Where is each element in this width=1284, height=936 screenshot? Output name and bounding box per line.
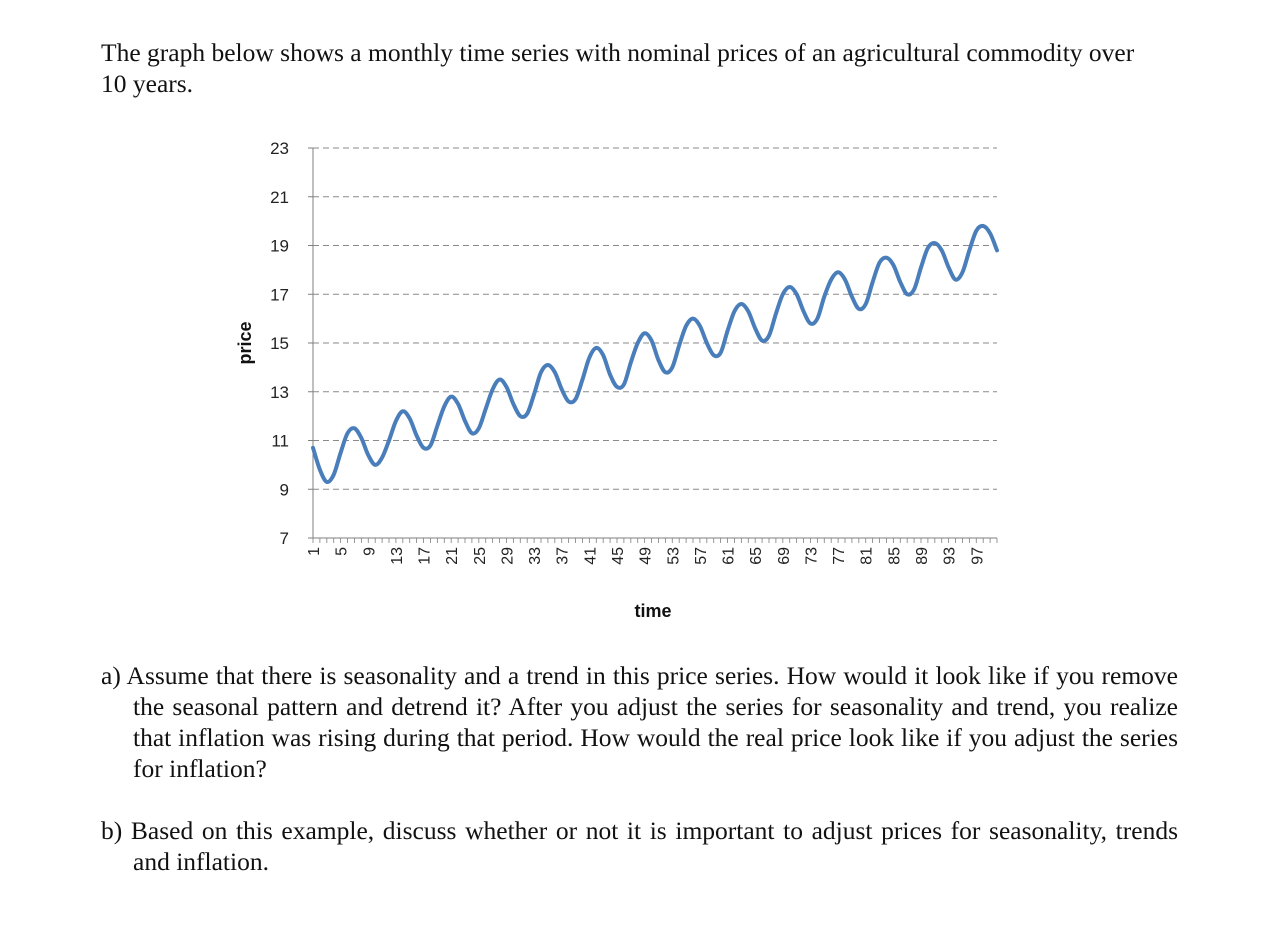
y-tick-label: 15 <box>270 334 289 353</box>
x-tick-label: 29 <box>499 547 516 565</box>
question-a: a) Assume that there is seasonality and … <box>101 661 1178 783</box>
x-tick-label: 13 <box>389 547 406 565</box>
x-tick-label: 5 <box>334 547 351 556</box>
y-tick-label: 11 <box>271 432 289 451</box>
x-axis-title: time <box>634 601 671 621</box>
y-tick-label: 7 <box>280 529 289 548</box>
x-tick-label: 61 <box>721 547 738 565</box>
y-tick-label: 21 <box>270 188 289 207</box>
x-tick-label: 69 <box>776 547 793 565</box>
x-tick-label: 89 <box>914 547 931 565</box>
y-tick-label: 17 <box>270 285 289 304</box>
x-tick-label: 85 <box>886 547 903 565</box>
x-tick-label: 49 <box>638 547 655 565</box>
x-tick-label: 93 <box>942 547 959 565</box>
intro-paragraph: The graph below shows a monthly time ser… <box>101 38 1135 98</box>
series-layer <box>311 223 999 485</box>
y-tick-label: 23 <box>270 139 289 158</box>
x-tick-label: 37 <box>555 547 572 565</box>
x-tick-label: 77 <box>831 547 848 565</box>
x-tick-label: 81 <box>859 547 876 565</box>
y-tick-label: 9 <box>280 480 289 499</box>
y-tick-labels: 7 9 11 13 15 17 19 21 23 <box>270 139 289 548</box>
price-series-line <box>311 223 999 485</box>
x-tick-label: 73 <box>803 547 820 565</box>
x-tick-label: 41 <box>582 547 599 565</box>
x-tick-label: 1 <box>306 547 323 556</box>
x-tick-label: 21 <box>444 547 461 565</box>
axes <box>308 147 998 543</box>
x-tick-label: 97 <box>969 547 986 565</box>
x-tick-label: 9 <box>361 547 378 556</box>
x-tick-label: 45 <box>610 547 627 565</box>
x-tick-labels: 1 5 9 13 17 21 25 29 33 37 41 45 49 53 57 61 65 69 73 77 81 8… <box>306 547 986 565</box>
y-tick-label: 19 <box>270 237 289 256</box>
y-axis-title: price <box>235 321 255 364</box>
x-tick-label: 25 <box>472 547 489 565</box>
y-tick-label: 13 <box>270 383 289 402</box>
x-tick-label: 53 <box>665 547 682 565</box>
x-tick-label: 57 <box>693 547 710 565</box>
x-tick-label: 33 <box>527 547 544 565</box>
x-tick-label: 17 <box>417 547 434 565</box>
grid-lines <box>313 147 997 490</box>
x-tick-label: 65 <box>748 547 765 565</box>
question-b: b) Based on this example, discuss whethe… <box>101 816 1178 876</box>
